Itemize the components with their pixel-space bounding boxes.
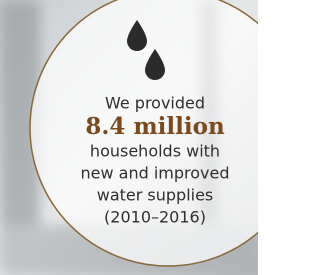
page: We provided 8.4 million households with … xyxy=(0,0,258,275)
body-line: water supplies xyxy=(97,186,214,205)
infographic: We provided 8.4 million households with … xyxy=(0,0,258,275)
body-line: (2010–2016) xyxy=(104,208,206,227)
body-line: new and improved xyxy=(80,164,229,183)
intro-text: We provided xyxy=(105,94,205,113)
highlight-number: 8.4 million xyxy=(85,113,225,140)
body-line: households with xyxy=(90,142,220,161)
